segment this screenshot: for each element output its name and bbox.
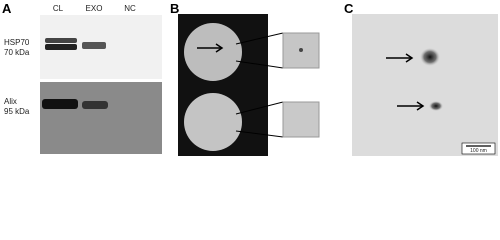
lane-label: EXO <box>86 4 103 13</box>
band <box>45 44 77 50</box>
band <box>82 101 108 109</box>
arrow <box>386 53 425 111</box>
image <box>352 14 498 156</box>
vesicle <box>299 48 303 52</box>
exosome <box>429 101 443 111</box>
band <box>42 99 78 109</box>
panel-label: C <box>344 1 354 16</box>
protein-label: Alix <box>4 97 17 106</box>
band <box>45 38 77 43</box>
panel-label: A <box>2 1 12 16</box>
scale-bar-label: 100 nm <box>470 148 487 154</box>
vesicle-field <box>184 93 242 151</box>
blot <box>40 82 162 154</box>
protein-label: HSP70 <box>4 38 30 47</box>
band <box>82 42 106 49</box>
vesicle-field <box>184 23 242 81</box>
scale-bar-box <box>461 142 496 155</box>
lane-label: NC <box>124 4 136 13</box>
exosome <box>420 48 440 66</box>
zoom-lines <box>235 32 284 138</box>
zoom-inset <box>282 101 320 138</box>
lane-label: CL <box>53 4 64 13</box>
arrow <box>197 43 224 53</box>
panel-label: B <box>170 1 179 16</box>
size-label: 70 kDa <box>4 48 30 57</box>
size-label: 95 kDa <box>4 107 30 116</box>
figure: A CL EXO NC HSP70 70 kDa Alix 95 kDa B C… <box>2 1 498 156</box>
